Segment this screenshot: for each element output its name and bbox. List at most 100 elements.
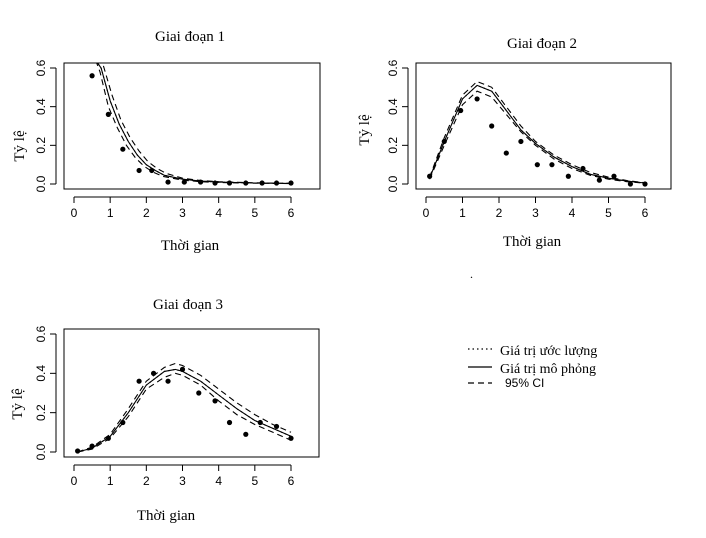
- x-tick-label: 6: [288, 206, 295, 220]
- data-point: [441, 138, 447, 145]
- x-tick-label: 6: [288, 474, 295, 488]
- x-tick-label: 1: [107, 206, 114, 220]
- data-point: [89, 443, 95, 449]
- series-line-dashed: [429, 80, 646, 184]
- panel-title: Giai đoạn 3: [153, 297, 223, 313]
- data-point: [89, 73, 95, 79]
- data-point: [534, 162, 540, 168]
- x-tick-label: 0: [423, 206, 430, 220]
- x-tick-label: 5: [251, 474, 258, 488]
- y-axis-label: Tỷ lệ: [357, 114, 373, 146]
- series-line-dotted: [77, 368, 292, 453]
- data-point: [165, 179, 171, 185]
- series-line-dashed: [96, 63, 292, 185]
- y-tick-label: 0.6: [34, 325, 48, 342]
- x-tick-label: 2: [143, 206, 150, 220]
- series-line-solid: [429, 84, 646, 184]
- data-point: [273, 180, 280, 186]
- x-axis-label: Thời gian: [137, 508, 196, 524]
- legend: Giá trị ước lượng Giá trị mô phỏng 95% C…: [468, 344, 597, 390]
- y-tick-label: 0.0: [34, 443, 48, 460]
- data-point: [197, 179, 204, 185]
- x-tick-label: 5: [605, 206, 612, 220]
- data-point: [580, 165, 586, 172]
- data-point: [105, 111, 111, 117]
- series-line-dashed: [429, 90, 646, 184]
- series-line-dashed: [77, 372, 292, 453]
- data-point: [288, 435, 294, 441]
- data-point: [427, 173, 433, 179]
- y-tick-label: 0.2: [34, 404, 48, 421]
- data-point: [212, 398, 218, 404]
- x-tick-label: 0: [71, 474, 78, 488]
- panel-3: Giai đoạn 3 Thời gian Tỷ lệ 0 1 2 3 4 5 6 0.0 0.…: [10, 297, 320, 524]
- data-point: [75, 448, 81, 454]
- y-tick-label: 0.0: [386, 175, 400, 192]
- x-tick-label: 5: [251, 206, 258, 220]
- stray-dot: .: [470, 267, 473, 281]
- data-point: [120, 146, 126, 152]
- data-point: [136, 167, 142, 174]
- data-point: [120, 419, 126, 426]
- y-tick-label: 0.6: [34, 59, 48, 76]
- data-point: [503, 150, 509, 156]
- data-point: [243, 180, 249, 186]
- x-axis-label: Thời gian: [161, 238, 220, 254]
- data-point: [243, 431, 249, 437]
- panel-2: Giai đoạn 2 Thời gian Tỷ lệ 0 1 2 3 4 5 6 0.0 0.…: [357, 36, 672, 250]
- data-point: [150, 370, 157, 376]
- y-tick-label: 0.4: [34, 365, 48, 382]
- x-tick-label: 1: [107, 474, 114, 488]
- data-point: [181, 179, 187, 185]
- y-tick-label: 0.2: [386, 137, 400, 154]
- data-point: [105, 435, 111, 441]
- plot-frame: [63, 328, 320, 458]
- y-tick-label: 0.2: [34, 137, 48, 154]
- data-point: [196, 390, 202, 396]
- series-line-dashed: [77, 362, 292, 453]
- data-point: [549, 162, 555, 168]
- legend-label: Giá trị ước lượng: [500, 344, 597, 359]
- data-point: [489, 123, 495, 129]
- data-point: [226, 180, 233, 186]
- legend-label: Giá trị mô phỏng: [500, 362, 596, 377]
- data-point: [136, 378, 142, 384]
- data-point: [627, 181, 634, 187]
- data-point: [596, 177, 602, 183]
- data-point: [257, 419, 263, 426]
- data-point: [565, 173, 571, 179]
- data-point: [259, 180, 265, 186]
- x-tick-label: 6: [642, 206, 649, 220]
- x-axis-label: Thời gian: [503, 234, 562, 250]
- y-tick-label: 0.4: [386, 98, 400, 115]
- data-point: [212, 180, 218, 186]
- y-tick-label: 0.4: [34, 98, 48, 115]
- data-point: [458, 107, 464, 114]
- series-line-dotted: [96, 63, 292, 184]
- y-tick-label: 0.6: [386, 59, 400, 76]
- data-point: [518, 138, 524, 145]
- x-tick-label: 4: [215, 474, 222, 488]
- x-tick-label: 2: [143, 474, 150, 488]
- plot-frame: [63, 62, 321, 190]
- legend-label: 95% CI: [505, 376, 544, 390]
- series-line-solid: [96, 63, 292, 184]
- plot-frame: [415, 62, 672, 190]
- panel-title: Giai đoạn 1: [155, 29, 225, 45]
- data-point: [288, 180, 294, 186]
- panel-1: Giai đoạn 1 Thời gian Tỷ lệ 0 1 2 3 4 5 6 0.0 0.…: [12, 29, 321, 254]
- data-point: [149, 167, 155, 174]
- data-point: [179, 366, 186, 372]
- x-tick-label: 0: [71, 206, 78, 220]
- x-tick-label: 4: [569, 206, 576, 220]
- data-point: [273, 423, 280, 430]
- x-tick-label: 1: [459, 206, 466, 220]
- x-tick-label: 4: [215, 206, 222, 220]
- x-tick-label: 3: [179, 206, 186, 220]
- y-axis-label: Tỷ lệ: [10, 388, 26, 420]
- data-point: [226, 419, 233, 426]
- data-point: [611, 173, 617, 179]
- panel-title: Giai đoạn 2: [507, 36, 577, 52]
- y-axis-label: Tỷ lệ: [12, 130, 28, 162]
